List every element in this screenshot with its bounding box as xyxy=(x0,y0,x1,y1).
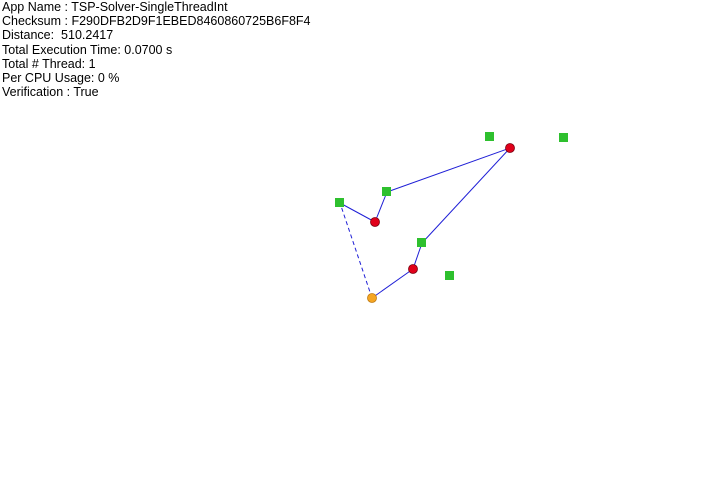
route-segment xyxy=(386,147,511,193)
start-node xyxy=(367,293,377,303)
city-node-square xyxy=(559,133,568,142)
city-node-circle xyxy=(370,217,380,227)
verification-label: Verification : True xyxy=(2,85,99,100)
cpu-usage-label: Per CPU Usage: 0 % xyxy=(2,71,120,86)
city-node-square xyxy=(485,132,494,141)
thread-count-label: Total # Thread: 1 xyxy=(2,56,96,71)
city-node-square xyxy=(417,238,426,247)
route-return-segment xyxy=(339,202,373,299)
route-segment xyxy=(371,268,414,299)
city-node-circle xyxy=(505,143,515,153)
city-node-square xyxy=(445,271,454,280)
route-segment xyxy=(421,147,511,244)
distance-label: Distance: 510.2417 xyxy=(2,28,114,43)
route-segment xyxy=(339,202,376,223)
app-name-label: App Name : TSP-Solver-SingleThreadInt xyxy=(2,0,228,14)
city-node-square xyxy=(335,198,344,207)
info-panel: App Name : TSP-Solver-SingleThreadInt Ch… xyxy=(2,0,311,99)
checksum-label: Checksum : F290DFB2D9F1EBED8460860725B6F… xyxy=(2,14,311,29)
city-node-square xyxy=(382,187,391,196)
city-node-circle xyxy=(408,264,418,274)
route-segment xyxy=(374,191,388,223)
execution-time-label: Total Execution Time: 0.0700 s xyxy=(2,42,173,57)
